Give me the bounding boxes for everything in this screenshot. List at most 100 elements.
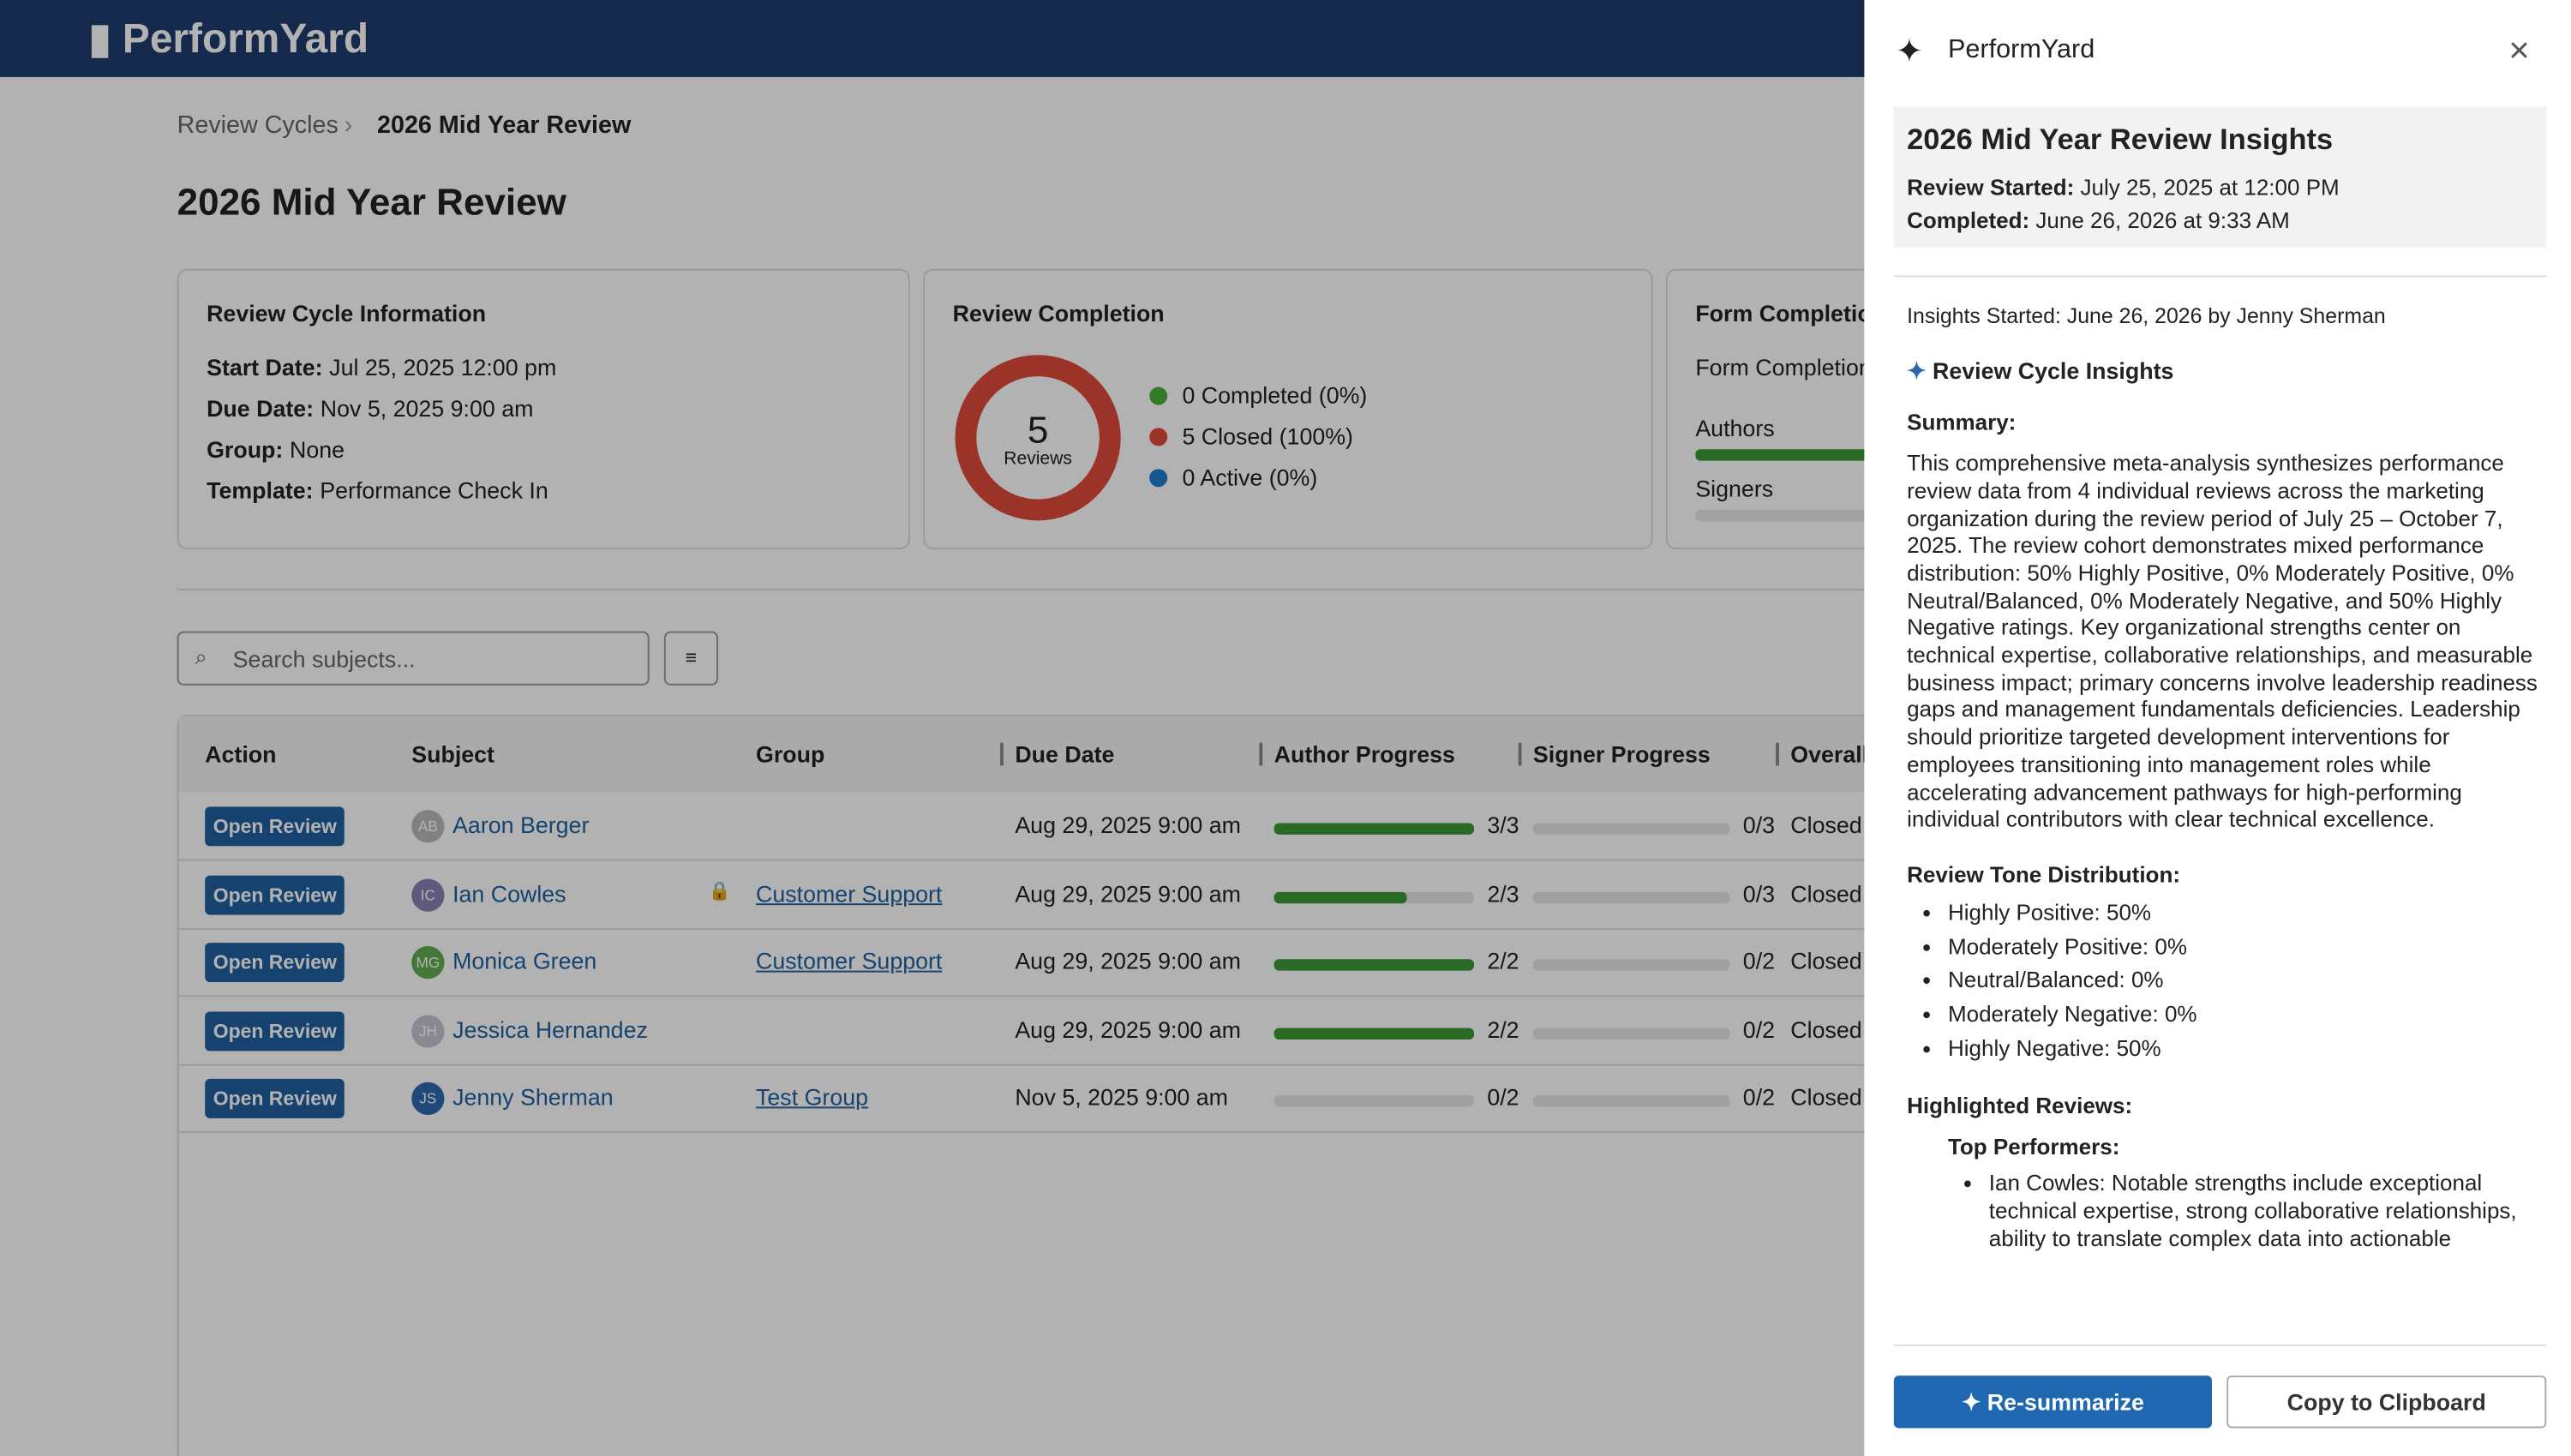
status: Closed xyxy=(1790,1016,1862,1042)
progress-label: 2/2 xyxy=(1487,947,1519,974)
summary: This comprehensive meta-analysis synthes… xyxy=(1907,451,2538,832)
row-divider xyxy=(178,1063,1885,1065)
progress-track xyxy=(1532,959,1730,971)
progress-label: 3/3 xyxy=(1487,812,1519,838)
due-date: Nov 5, 2025 9:00 am xyxy=(1015,1083,1229,1111)
value: June 26, 2026 at 9:33 AM xyxy=(2035,207,2290,233)
logo[interactable]: ▮ PerformYard xyxy=(88,16,369,63)
avatar: JH xyxy=(411,1014,445,1047)
subject-link[interactable]: Aaron Berger xyxy=(452,812,590,838)
breadcrumb-current: 2026 Mid Year Review xyxy=(377,111,632,140)
highlighted-label: Highlighted Reviews: xyxy=(1907,1093,2133,1118)
tone-label: Review Tone Distribution: xyxy=(1907,862,2180,887)
progress-bar xyxy=(1274,890,1408,903)
sparkle-icon: ✦ xyxy=(1907,357,1927,384)
copy-button[interactable]: Copy to Clipboard xyxy=(2226,1375,2547,1429)
progress-label: 0/2 xyxy=(1487,1083,1519,1111)
form-row: Authors xyxy=(1695,415,1775,441)
button-text: Re-summarize xyxy=(1987,1388,2144,1416)
resummarize-button[interactable]: ✦ Re-summarize xyxy=(1893,1375,2213,1429)
row-divider xyxy=(178,995,1885,998)
field-label: Due Date: xyxy=(207,395,315,422)
row-divider xyxy=(178,1131,1885,1134)
search-input[interactable]: ⌕ Search subjects... xyxy=(177,631,650,686)
tone-item: Moderately Negative: 0% xyxy=(1948,1003,2546,1030)
column-header: Subject xyxy=(411,740,495,768)
row-divider xyxy=(178,859,1885,861)
status: Closed xyxy=(1790,879,1862,907)
row-divider xyxy=(178,926,1885,929)
table: Action Subject Group Due Date Author Progres… xyxy=(177,715,1886,1456)
legend-dot xyxy=(1149,469,1168,488)
top-performer: Ian Cowles: Notable strengths include ex… xyxy=(1989,1171,2547,1254)
search-placeholder: Search subjects... xyxy=(232,645,416,673)
search-icon: ⌕ xyxy=(195,644,207,669)
field-value: Performance Check In xyxy=(320,476,548,504)
avatar: IC xyxy=(411,878,445,911)
group-link[interactable]: Test Group xyxy=(756,1083,869,1111)
open-review-button[interactable]: Open Review xyxy=(205,806,345,847)
avatar: AB xyxy=(411,810,445,843)
donut xyxy=(955,355,1121,521)
subject-link[interactable]: Jenny Sherman xyxy=(452,1083,614,1111)
tone-list: Highly Positive: 50% Moderately Positive:… xyxy=(1907,900,2546,1064)
modal-overlay[interactable] xyxy=(0,0,1865,1456)
insights-started: Insights Started: June 26, 2026 by Jenny… xyxy=(1907,303,2386,328)
progress-label: 0/2 xyxy=(1742,1083,1776,1111)
progress-bar xyxy=(1274,1027,1475,1040)
field-value: Jul 25, 2025 12:00 pm xyxy=(329,354,557,380)
legend-label: 0 Active (0%) xyxy=(1182,464,1318,491)
insights-title: 2026 Mid Year Review Insights xyxy=(1907,123,2334,156)
open-review-button[interactable]: Open Review xyxy=(205,874,345,914)
field: Start Date: Jul 25, 2025 12:00 pm xyxy=(207,354,556,380)
progress-bar xyxy=(1274,823,1475,835)
insights-body: Insights Started: June 26, 2026 by Jenny… xyxy=(1907,303,2546,1320)
due-date: Aug 29, 2025 9:00 am xyxy=(1015,879,1241,907)
progress-bar xyxy=(1274,959,1475,971)
progress-label: 0/2 xyxy=(1742,947,1776,974)
logo-text: PerformYard xyxy=(122,16,369,63)
group-link[interactable]: Customer Support xyxy=(756,879,943,907)
card-title: Form Completion xyxy=(1695,300,1886,327)
avatar: JS xyxy=(411,1082,445,1116)
legend-dot xyxy=(1149,428,1168,446)
form-row: Signers xyxy=(1695,475,1774,502)
avatar: MG xyxy=(411,945,445,980)
column-divider xyxy=(1000,742,1004,766)
panel-brand: PerformYard xyxy=(1947,36,2095,64)
progress-track xyxy=(1274,1095,1475,1107)
field-label: Template: xyxy=(207,476,314,504)
progress-track xyxy=(1532,890,1730,903)
table-header xyxy=(178,716,1885,793)
subject-link[interactable]: Monica Green xyxy=(452,947,597,974)
group-link[interactable]: Customer Support xyxy=(756,947,943,974)
tone-item: Highly Negative: 50% xyxy=(1948,1037,2546,1064)
legend-dot xyxy=(1149,386,1168,405)
progress-label: 0/3 xyxy=(1742,812,1776,838)
page-title: 2026 Mid Year Review xyxy=(177,180,566,224)
column-divider xyxy=(1259,742,1263,766)
donut-total: 5 xyxy=(1027,408,1049,452)
donut-ring xyxy=(955,355,1121,521)
breadcrumb-link[interactable]: Review Cycles xyxy=(177,111,339,140)
open-review-button[interactable]: Open Review xyxy=(205,1010,345,1051)
subject-link[interactable]: Ian Cowles xyxy=(452,879,566,907)
field: Due Date: Nov 5, 2025 9:00 am xyxy=(207,395,533,422)
column-header: Author Progress xyxy=(1274,740,1455,768)
close-button[interactable]: × xyxy=(2508,29,2530,71)
open-review-button[interactable]: Open Review xyxy=(205,943,345,983)
sparkle-icon: ✦ xyxy=(1895,34,1923,71)
filter-button[interactable]: ≡ xyxy=(663,631,719,686)
divider xyxy=(177,588,1867,590)
status: Closed xyxy=(1790,947,1862,974)
subject-link[interactable]: Jessica Hernandez xyxy=(452,1016,648,1042)
card-title: Review Completion xyxy=(952,300,1165,327)
divider xyxy=(1893,275,2547,278)
insights-panel: ✦ PerformYard × 2026 Mid Year Review Ins… xyxy=(1864,0,2571,1456)
column-header: Overall xyxy=(1790,740,1869,768)
field-value: None xyxy=(289,435,345,463)
due-date: Aug 29, 2025 9:00 am xyxy=(1015,947,1241,974)
tone-item: Moderately Positive: 0% xyxy=(1948,934,2546,962)
open-review-button[interactable]: Open Review xyxy=(205,1078,345,1118)
